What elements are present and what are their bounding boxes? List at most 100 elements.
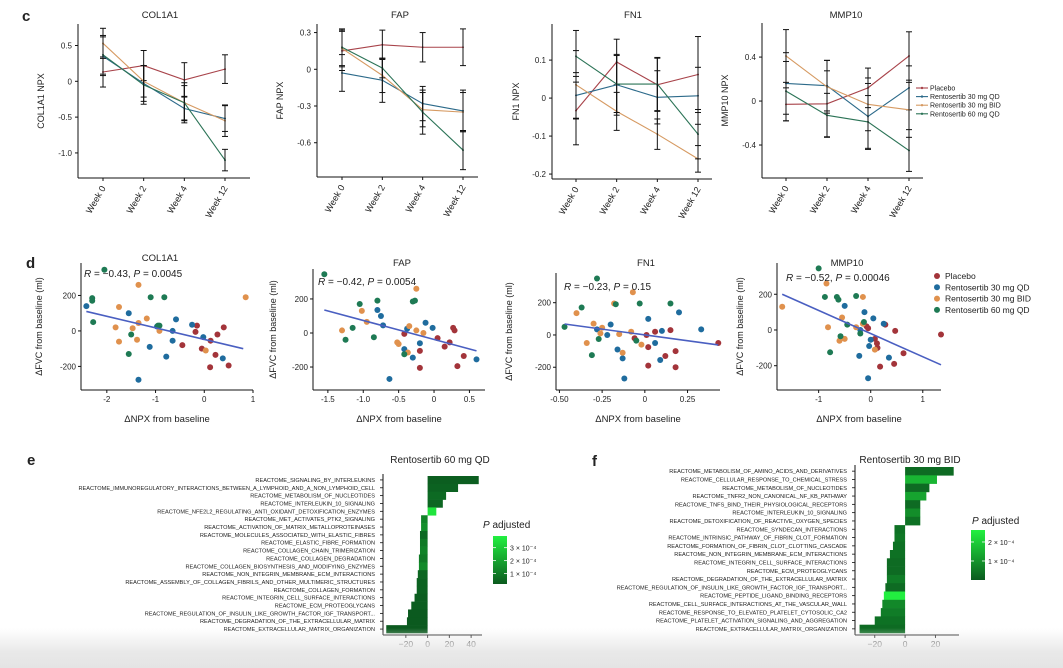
y-tick-label: 0 [304, 329, 309, 338]
scatter-point-3 [636, 300, 643, 307]
scatter-point-3 [161, 294, 168, 301]
scatter-point-1 [173, 316, 180, 323]
y-tick-label: 200 [63, 291, 77, 300]
scatter-point-2 [573, 310, 580, 317]
scatter-point-2 [112, 324, 119, 331]
scatter-point-0 [220, 324, 227, 331]
correlation-annotation: R = −0.52, P = 0.00046 [786, 273, 890, 284]
colorbar-label: 2 × 10⁻⁴ [510, 559, 536, 566]
scatter-point-0 [441, 343, 448, 350]
legend-marker [920, 95, 924, 98]
pathway-label: REACTOME_PLATELET_ACTIVATION_SIGNALING_A… [656, 619, 847, 625]
series-line-3 [102, 54, 226, 161]
scatter-point-3 [815, 265, 822, 272]
scatter-point-0 [865, 325, 872, 332]
scatter-point-3 [370, 334, 377, 341]
scatter-point-2 [616, 331, 623, 338]
pathway-label: REACTOME_COLLAGEN_FORMATION [274, 588, 375, 594]
chart-title: FAP [393, 258, 411, 269]
annotation-part: R [564, 282, 571, 293]
scatter-point-0 [877, 363, 884, 370]
x-tick-label: -0.25 [593, 395, 612, 404]
pathway-label: REACTOME_ELASTIC_FIBRE_FORMATION [261, 541, 375, 547]
pathway-label: REACTOME_ECM_PROTEOGLYCANS [275, 604, 375, 610]
scatter-point-3 [667, 300, 674, 307]
bar [419, 546, 428, 555]
scatter-point-2 [134, 336, 141, 343]
x-tick-label: -1.5 [321, 395, 335, 404]
pathway-label: REACTOME_INTRINSIC_PATHWAY_OF_FIBRIN_CLO… [668, 536, 847, 542]
legend-dot-2 [934, 295, 940, 302]
scatter-point-0 [214, 331, 221, 338]
bar [418, 554, 428, 563]
scatter-point-2 [116, 338, 123, 345]
bar [905, 483, 930, 493]
y-tick-label: -200 [756, 362, 773, 371]
legend-dot-1 [934, 284, 940, 291]
pathway-label: REACTOME_FORMATION_OF_FIBRIN_CLOT_CLOTTI… [667, 544, 847, 550]
bar [905, 516, 921, 526]
scatter-point-1 [885, 354, 892, 361]
scatter-point-2 [859, 293, 866, 300]
scatter-point-1 [219, 355, 226, 362]
correlation-annotation: R = −0.43, P = 0.0045 [84, 269, 183, 280]
chart-title: Rentosertib 60 mg QD [390, 455, 490, 466]
colorbar-label: 2 × 10⁻⁴ [988, 540, 1014, 547]
x-tick-label: Week 12 [203, 184, 229, 220]
x-tick-label: -1.0 [356, 395, 370, 404]
scatter-point-0 [672, 348, 679, 355]
pathway-label: REACTOME_RESPONSE_TO_ELEVATED_PLATELET_C… [659, 610, 847, 616]
scatter-chart-fn1: FN1 ΔFVC from baseline (ml) ΔNPX from base… [504, 258, 722, 425]
x-tick-label: -2 [103, 395, 111, 404]
panel-letter: c [22, 8, 30, 25]
pathway-label: REACTOME_CELL_SURFACE_INTERACTIONS_AT_TH… [649, 602, 847, 608]
legend-label: Rentosertib 30 mg QD [930, 94, 1000, 101]
scatter-point-3 [147, 294, 154, 301]
panel-letter: d [26, 255, 35, 272]
chart-title: FN1 [624, 10, 642, 21]
x-tick-label: −20 [868, 639, 883, 649]
scatter-point-0 [212, 351, 219, 358]
chart-title: FN1 [637, 258, 655, 269]
line-chart-fn1: FN1 FN1 NPX 0.1 0 -0.1 -0.2 Week 0 Week 2 Week 4… [511, 10, 712, 221]
scatter-point-3 [125, 350, 132, 357]
annotation-part: = −0.52, [793, 273, 835, 284]
scatter-point-1 [377, 312, 384, 319]
bar [386, 625, 428, 634]
bar [421, 523, 428, 532]
scatter-point-0 [652, 328, 659, 335]
series-line-1 [575, 84, 699, 98]
y-tick-label: 0 [752, 97, 757, 106]
scatter-point-0 [667, 327, 674, 334]
x-tick-label: 1 [921, 395, 926, 404]
scatter-point-2 [116, 303, 123, 310]
legend-title: P adjusted [972, 516, 1019, 527]
annotation-part: P [368, 277, 375, 288]
pathway-label: REACTOME_ECM_PROTEOGLYCANS [747, 569, 847, 575]
x-tick-label: 40 [466, 639, 476, 649]
y-tick-label: 0 [307, 65, 312, 74]
x-axis-label: Count [898, 654, 925, 665]
chart-title: COL1A1 [142, 10, 178, 21]
x-tick-label: 0 [432, 395, 437, 404]
x-tick-label: Week 2 [125, 184, 149, 215]
bar [419, 530, 428, 540]
series-line-0 [575, 61, 699, 111]
scatter-point-0 [645, 362, 652, 369]
y-tick-label: 0.4 [745, 53, 757, 62]
scatter-point-3 [821, 293, 828, 300]
scatter-point-1 [856, 352, 863, 359]
bar [416, 585, 428, 595]
y-axis-label: MMP10 NPX [720, 74, 730, 126]
y-tick-label: 200 [538, 299, 552, 308]
scatter-point-3 [89, 297, 96, 304]
scatter-point-2 [420, 329, 427, 336]
scatter-point-1 [386, 375, 393, 382]
x-tick-label: Week 2 [363, 183, 387, 214]
bar [427, 476, 479, 485]
scatter-point-0 [207, 364, 214, 371]
bar [859, 624, 906, 634]
legend-label: Rentosertib 30 mg QD [945, 282, 1030, 292]
series-line-3 [785, 90, 910, 151]
